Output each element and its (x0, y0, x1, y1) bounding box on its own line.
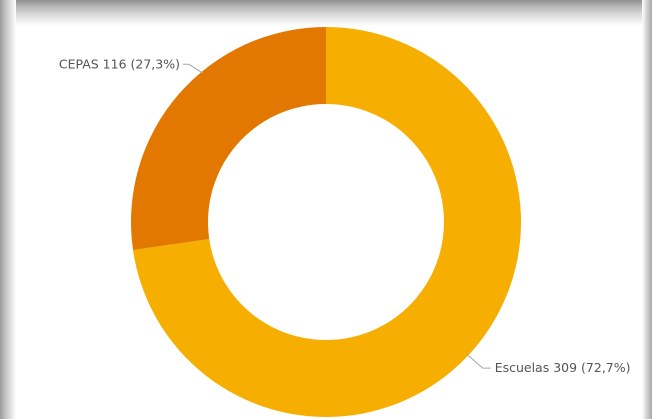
leader-line-cepas (182, 63, 204, 74)
frame-shadow-right (642, 0, 652, 419)
labels-layer: Escuelas 309 (72,7%) CEPAS 116 (27,3%) (59, 56, 631, 375)
slices-layer (131, 27, 522, 417)
leaders-layer (182, 63, 491, 369)
frame-shadow-left (0, 0, 16, 419)
frame-shadow-top (0, 0, 652, 26)
slice-escuelas[interactable] (133, 27, 522, 417)
leader-line-escuelas (466, 353, 491, 369)
data-label-cepas: CEPAS 116 (27,3%) (59, 56, 180, 71)
data-label-escuelas: Escuelas 309 (72,7%) (495, 360, 631, 375)
slice-cepas[interactable] (131, 27, 326, 251)
